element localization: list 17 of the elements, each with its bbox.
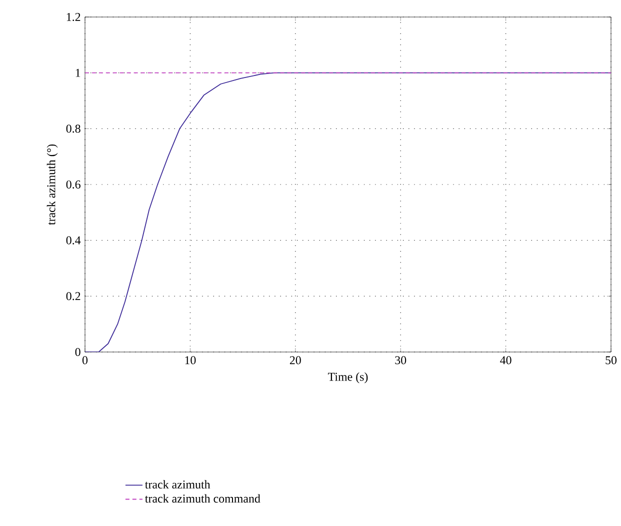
x-tick-label: 40 bbox=[500, 356, 512, 364]
x-tick-label: 20 bbox=[290, 356, 301, 364]
x-tick-label: 10 bbox=[185, 356, 196, 364]
legend-label: track azimuth bbox=[145, 480, 210, 489]
y-axis-title: track azimuth (°) bbox=[46, 144, 58, 225]
x-tick-label: 50 bbox=[606, 356, 617, 364]
x-axis-title: Time (s) bbox=[328, 372, 368, 384]
y-tick-label: 1.2 bbox=[66, 12, 80, 22]
x-tick-label: 0 bbox=[82, 356, 88, 364]
y-tick-label: 0 bbox=[75, 348, 80, 356]
y-tick-label: 1 bbox=[76, 68, 80, 77]
y-tick-label: 0.2 bbox=[66, 292, 80, 300]
y-tick-label: 0.4 bbox=[66, 236, 81, 244]
x-tick-label: 30 bbox=[395, 356, 406, 364]
y-tick-label: 0.8 bbox=[66, 124, 80, 133]
y-tick-label: 0.6 bbox=[66, 180, 80, 189]
legend-label: track azimuth command bbox=[145, 494, 260, 503]
